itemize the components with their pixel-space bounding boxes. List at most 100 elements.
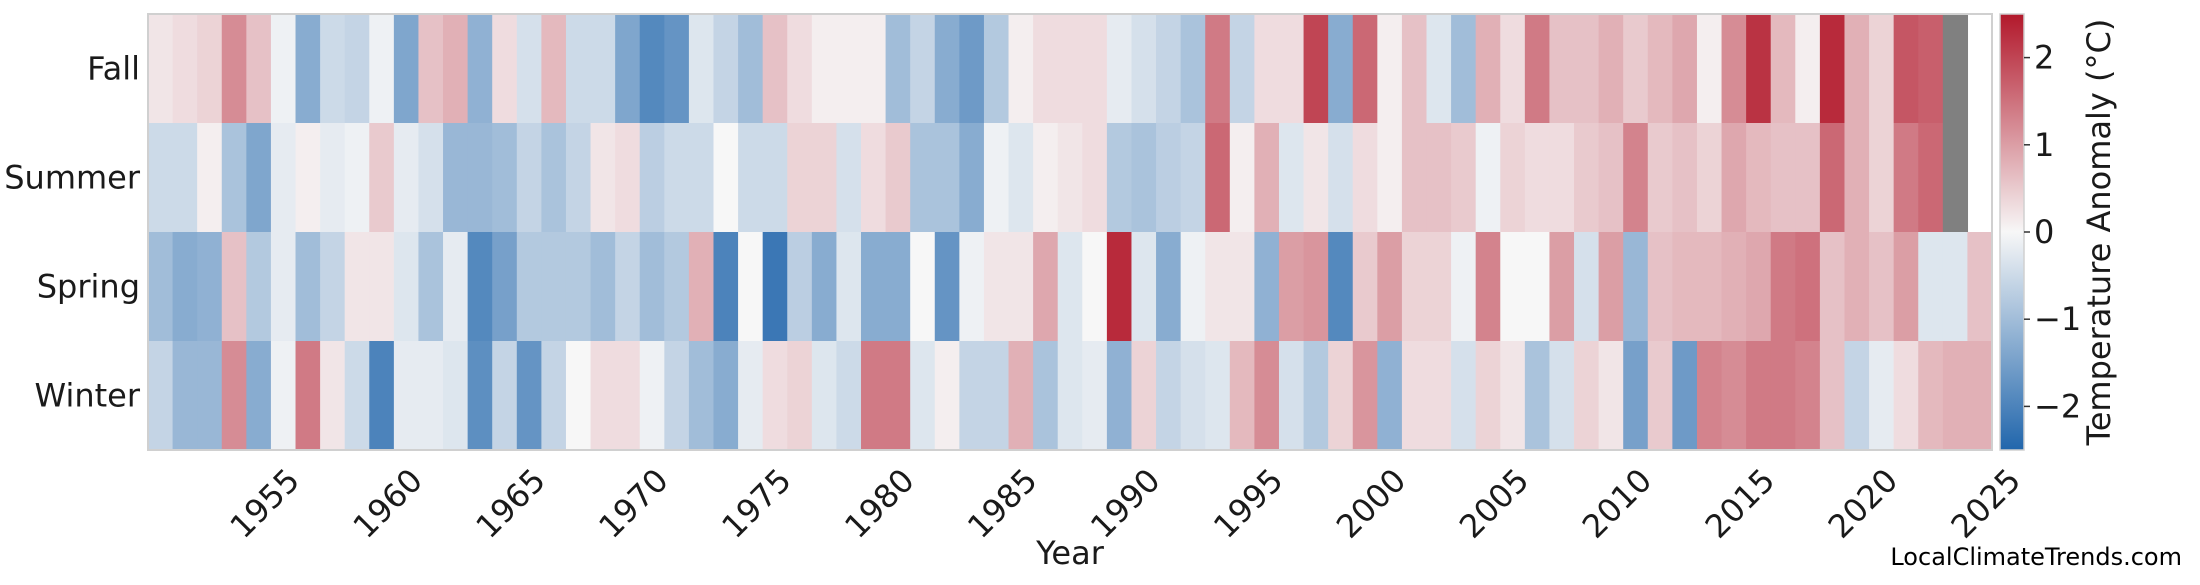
heatmap-cell-spring-1985	[983, 232, 1010, 342]
heatmap-cell-winter-1951	[148, 341, 174, 451]
heatmap-cell-summer-1987	[1033, 123, 1059, 233]
heatmap-cell-summer-1960	[369, 123, 395, 233]
heatmap-cell-fall-2017	[1770, 14, 1796, 124]
heatmap-cell-fall-2018	[1795, 14, 1821, 124]
heatmap-cell-spring-2008	[1549, 232, 1575, 342]
heatmap-cell-fall-1959	[344, 14, 370, 124]
heatmap-cell-winter-2021	[1869, 341, 1895, 451]
colorbar-label: Temperature Anomaly (°C)	[2080, 19, 2118, 447]
colorbar-ticks: −2 −1 0 1 2	[2024, 39, 2081, 425]
heatmap-cell-winter-2022	[1893, 341, 1919, 451]
heatmap-cell-summer-1955	[246, 123, 272, 233]
plot-frame	[147, 13, 1993, 451]
heatmap-cell-winter-2007	[1524, 341, 1551, 451]
heatmap-cell-fall-1994	[1205, 14, 1231, 124]
heatmap-cell-summer-1975	[738, 123, 764, 233]
heatmap-cell-fall-1972	[664, 14, 690, 124]
heatmap-cell-summer-1984	[959, 123, 985, 233]
heatmap-cell-winter-1964	[467, 341, 493, 451]
heatmap-cell-fall-1991	[1131, 14, 1157, 124]
heatmap-cell-winter-2025	[1967, 341, 1993, 451]
heatmap-cell-fall-2022	[1893, 14, 1919, 124]
heatmap-cell-winter-1985	[983, 341, 1010, 451]
heatmap-cell-summer-1951	[148, 123, 174, 233]
heatmap-cell-summer-1986	[1008, 123, 1034, 233]
heatmap-cell-fall-1983	[934, 14, 960, 124]
colorbar	[1999, 13, 2025, 451]
heatmap-cell-fall-1952	[172, 14, 198, 124]
heatmap-cell-fall-1976	[762, 14, 788, 124]
heatmap-cell-winter-1986	[1008, 341, 1034, 451]
heatmap-cell-winter-1981	[885, 341, 911, 451]
heatmap-cell-summer-2007	[1524, 123, 1551, 233]
heatmap-cell-summer-2021	[1869, 123, 1895, 233]
heatmap-cell-summer-1983	[934, 123, 960, 233]
heatmap-cell-spring-1994	[1205, 232, 1231, 342]
heatmap-cell-winter-1977	[787, 341, 813, 451]
heatmap-cell-summer-1997	[1278, 123, 1305, 233]
heatmap-cell-summer-2004	[1451, 123, 1477, 233]
heatmap-cell-summer-2016	[1746, 123, 1772, 233]
heatmap-cell-winter-2010	[1598, 341, 1624, 451]
heatmap-cell-fall-1974	[713, 14, 739, 124]
heatmap-cell-spring-1986	[1008, 232, 1034, 342]
heatmap-cell-winter-1988	[1057, 341, 1083, 451]
x-tick-label-1995: 1995	[1206, 461, 1290, 545]
heatmap-cell-winter-1994	[1205, 341, 1231, 451]
heatmap-cell-winter-1979	[836, 341, 862, 451]
heatmap-cell-winter-1984	[959, 341, 985, 451]
heatmap-cell-summer-2003	[1426, 123, 1452, 233]
heatmap-cell-summer-1954	[221, 123, 247, 233]
heatmap-cell-winter-2019	[1819, 341, 1846, 451]
x-tick-label-1965: 1965	[468, 461, 552, 545]
heatmap-cell-fall-2007	[1524, 14, 1551, 124]
site-credit: LocalClimateTrends.com	[1890, 543, 2182, 571]
heatmap-cell-spring-1973	[688, 232, 715, 342]
heatmap-cell-winter-1989	[1082, 341, 1108, 451]
x-axis-label: Year	[1035, 534, 1105, 572]
heatmap-cell-summer-1968	[565, 123, 592, 233]
colorbar-tick-label: 1	[2034, 126, 2054, 164]
heatmap-cell-spring-1974	[713, 232, 739, 342]
heatmap-cell-winter-1960	[369, 341, 395, 451]
heatmap-cell-winter-1978	[811, 341, 838, 451]
heatmap-cell-summer-1971	[639, 123, 665, 233]
heatmap-cell-fall-1990	[1106, 14, 1133, 124]
heatmap-cell-spring-1990	[1106, 232, 1133, 342]
heatmap-cell-summer-1977	[787, 123, 813, 233]
heatmap-cell-spring-1968	[565, 232, 592, 342]
heatmap-cell-winter-1972	[664, 341, 690, 451]
heatmap-cell-winter-1961	[393, 341, 420, 451]
heatmap-cell-summer-1985	[983, 123, 1010, 233]
heatmap-cell-spring-2003	[1426, 232, 1452, 342]
heatmap-cell-fall-2013	[1672, 14, 1698, 124]
heatmap-cell-summer-1979	[836, 123, 862, 233]
heatmap-cell-summer-2018	[1795, 123, 1821, 233]
heatmap-cell-winter-1959	[344, 341, 370, 451]
heatmap-cell-summer-1974	[713, 123, 739, 233]
heatmap-cell-winter-2020	[1844, 341, 1870, 451]
heatmap-cell-summer-2024	[1942, 123, 1969, 233]
heatmap-cell-spring-2005	[1475, 232, 1501, 342]
heatmap-cell-summer-2010	[1598, 123, 1624, 233]
heatmap-cell-spring-1993	[1180, 232, 1206, 342]
heatmap-cell-spring-1979	[836, 232, 862, 342]
heatmap-cell-fall-1957	[295, 14, 321, 124]
heatmap-cell-summer-2013	[1672, 123, 1698, 233]
heatmap-cell-spring-2010	[1598, 232, 1624, 342]
heatmap-cell-fall-2021	[1869, 14, 1895, 124]
x-tick-label-1960: 1960	[345, 461, 429, 545]
heatmap-cell-summer-1990	[1106, 123, 1133, 233]
x-tick-label-1985: 1985	[960, 461, 1044, 545]
heatmap-cell-summer-2011	[1623, 123, 1649, 233]
heatmap-cell-spring-1989	[1082, 232, 1108, 342]
heatmap-cell-summer-1965	[492, 123, 518, 233]
heatmap-cell-fall-1980	[861, 14, 887, 124]
heatmap-cell-fall-1992	[1156, 14, 1182, 124]
heatmap-cell-winter-1970	[615, 341, 641, 451]
heatmap-cell-spring-2014	[1696, 232, 1723, 342]
heatmap-cell-winter-1958	[320, 341, 346, 451]
heatmap-cell-winter-1953	[197, 341, 223, 451]
heatmap-cell-fall-1999	[1328, 14, 1354, 124]
heatmap-cell-winter-1974	[713, 341, 739, 451]
